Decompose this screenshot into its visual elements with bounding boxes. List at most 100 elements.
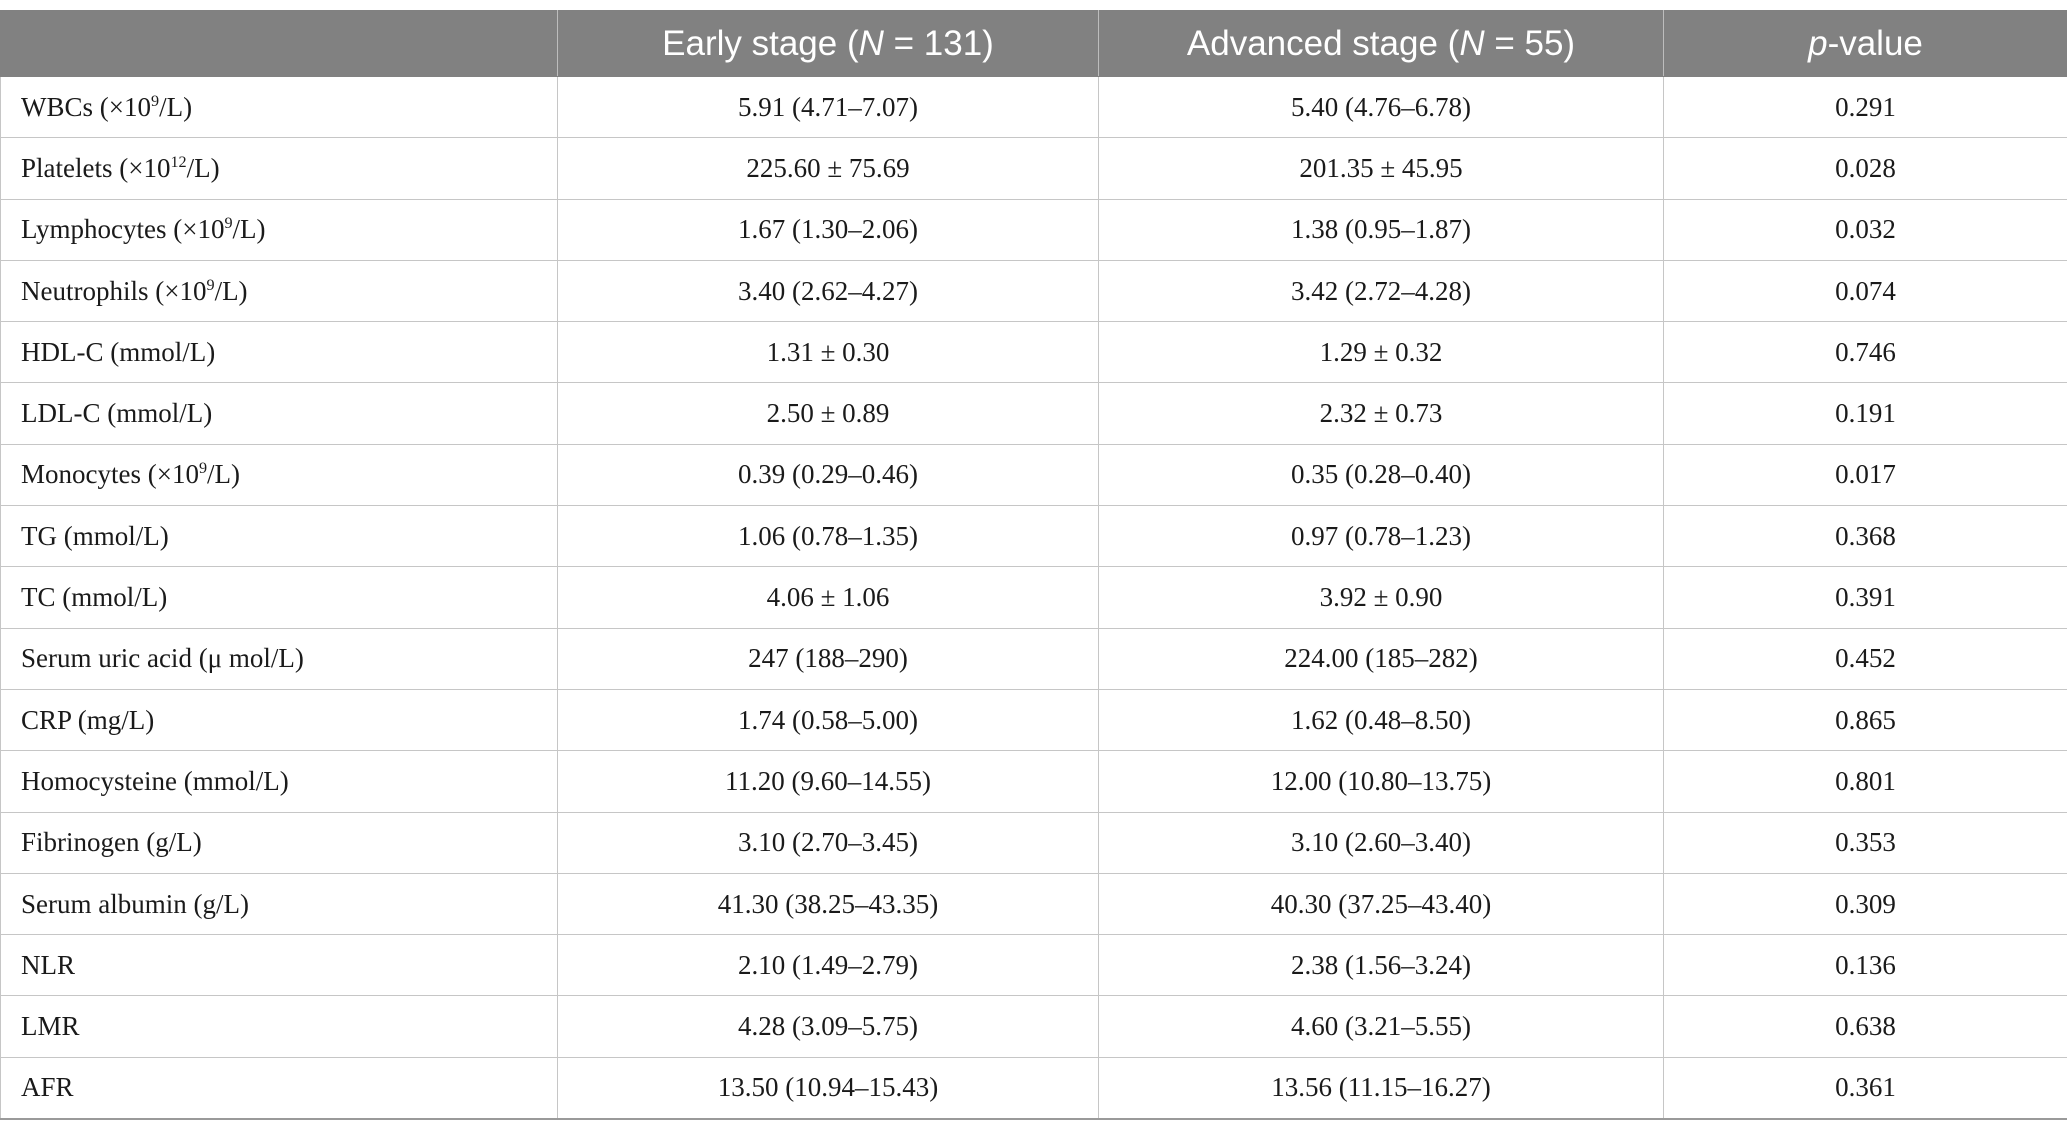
p-value: 0.801 [1663,750,2067,813]
header-row: Early stage (N = 131) Advanced stage (N … [0,10,2067,77]
row-label-text: Monocytes (×10 [21,459,199,490]
early-stage-value: 3.40 (2.62–4.27) [557,259,1099,323]
advanced-stage-value: 1.62 (0.48–8.50) [1098,688,1664,752]
table-header: Early stage (N = 131) Advanced stage (N … [0,10,2067,77]
early-stage-value: 11.20 (9.60–14.55) [557,750,1099,813]
table-row: NLR 2.10 (1.49–2.79) 2.38 (1.56–3.24) 0.136 [0,934,2067,997]
row-label: TC (mmol/L) [0,566,558,629]
early-stage-value: 225.60 ± 75.69 [557,137,1099,200]
row-label-text: Serum uric acid (μ mol/L) [21,643,304,674]
header-p-value: p-value [1663,10,2067,77]
advanced-stage-value: 3.42 (2.72–4.28) [1098,259,1664,323]
table-row: Lymphocytes (×109/L) 1.67 (1.30–2.06) 1.38… [0,198,2067,261]
table-row: TG (mmol/L) 1.06 (0.78–1.35) 0.97 (0.78–1.… [0,505,2067,568]
row-label-unit: /L) [214,275,248,306]
p-value: 0.136 [1663,934,2067,997]
p-value: 0.074 [1663,259,2067,323]
row-label: HDL-C (mmol/L) [0,321,558,384]
early-stage-value: 1.67 (1.30–2.06) [557,198,1099,261]
p-value: 0.353 [1663,811,2067,874]
row-label-unit: /L) [232,214,266,245]
table-row: Platelets (×1012/L) 225.60 ± 75.69 201.35 … [0,137,2067,200]
row-label-text: LMR [21,1011,80,1042]
early-stage-value: 1.74 (0.58–5.00) [557,688,1099,752]
table-row: Homocysteine (mmol/L) 11.20 (9.60–14.55) 1… [0,750,2067,813]
advanced-stage-value: 2.38 (1.56–3.24) [1098,934,1664,997]
row-label: Platelets (×1012/L) [0,137,558,200]
early-stage-value: 1.31 ± 0.30 [557,321,1099,384]
advanced-stage-value: 0.35 (0.28–0.40) [1098,443,1664,507]
row-label-text: NLR [21,949,75,980]
early-stage-value: 1.06 (0.78–1.35) [557,505,1099,568]
early-stage-value: 247 (188–290) [557,627,1099,690]
row-label-text: CRP (mg/L) [21,704,155,735]
advanced-stage-value: 224.00 (185–282) [1098,627,1664,690]
table-body: WBCs (×109/L) 5.91 (4.71–7.07) 5.40 (4.76–… [0,75,2067,1120]
row-label: Fibrinogen (g/L) [0,811,558,874]
p-value: 0.746 [1663,321,2067,384]
advanced-stage-value: 3.10 (2.60–3.40) [1098,811,1664,874]
advanced-stage-value: 201.35 ± 45.95 [1098,137,1664,200]
p-value: 0.032 [1663,198,2067,261]
table-row: Serum uric acid (μ mol/L) 247 (188–290) 22… [0,627,2067,690]
row-label-text: TC (mmol/L) [21,582,168,613]
early-stage-value: 4.06 ± 1.06 [557,566,1099,629]
table-row: AFR 13.50 (10.94–15.43) 13.56 (11.15–16.27… [0,1056,2067,1120]
row-label-unit: /L) [186,152,220,183]
table-row: Serum albumin (g/L) 41.30 (38.25–43.35) 40… [0,872,2067,936]
early-stage-value: 4.28 (3.09–5.75) [557,995,1099,1058]
header-advanced-stage-n: N [1459,23,1485,63]
row-label: CRP (mg/L) [0,688,558,752]
p-value: 0.017 [1663,443,2067,507]
header-early-stage: Early stage (N = 131) [557,10,1099,77]
row-label: TG (mmol/L) [0,505,558,568]
advanced-stage-value: 13.56 (11.15–16.27) [1098,1056,1664,1120]
advanced-stage-value: 5.40 (4.76–6.78) [1098,75,1664,139]
row-label: Serum albumin (g/L) [0,872,558,936]
row-label-text: HDL-C (mmol/L) [21,336,216,367]
table-row: TC (mmol/L) 4.06 ± 1.06 3.92 ± 0.90 0.391 [0,566,2067,629]
row-label: Homocysteine (mmol/L) [0,750,558,813]
header-early-stage-n: N [858,23,884,63]
advanced-stage-value: 4.60 (3.21–5.55) [1098,995,1664,1058]
row-label: LMR [0,995,558,1058]
p-value: 0.291 [1663,75,2067,139]
advanced-stage-value: 2.32 ± 0.73 [1098,382,1664,445]
header-advanced-stage-pre: Advanced stage ( [1186,23,1460,63]
header-early-stage-post: = 131) [883,23,994,63]
advanced-stage-value: 12.00 (10.80–13.75) [1098,750,1664,813]
table-row: Fibrinogen (g/L) 3.10 (2.70–3.45) 3.10 (2.… [0,811,2067,874]
early-stage-value: 41.30 (38.25–43.35) [557,872,1099,936]
p-value: 0.028 [1663,137,2067,200]
header-early-stage-pre: Early stage ( [662,23,859,63]
p-value: 0.309 [1663,872,2067,936]
early-stage-value: 2.50 ± 0.89 [557,382,1099,445]
row-label-exponent: 9 [198,459,208,478]
p-value: 0.368 [1663,505,2067,568]
advanced-stage-value: 1.38 (0.95–1.87) [1098,198,1664,261]
row-label-text: WBCs (×10 [21,91,151,122]
row-label-text: Neutrophils (×10 [21,275,207,306]
table-row: HDL-C (mmol/L) 1.31 ± 0.30 1.29 ± 0.32 0.74… [0,321,2067,384]
early-stage-value: 2.10 (1.49–2.79) [557,934,1099,997]
row-label-text: AFR [21,1072,74,1103]
table-row: WBCs (×109/L) 5.91 (4.71–7.07) 5.40 (4.76–… [0,75,2067,139]
row-label: WBCs (×109/L) [0,75,558,139]
data-table-container: Early stage (N = 131) Advanced stage (N … [0,10,2067,1120]
table-row: LMR 4.28 (3.09–5.75) 4.60 (3.21–5.55) 0.638 [0,995,2067,1058]
table-row: CRP (mg/L) 1.74 (0.58–5.00) 1.62 (0.48–8.5… [0,688,2067,752]
table-row: LDL-C (mmol/L) 2.50 ± 0.89 2.32 ± 0.73 0.19… [0,382,2067,445]
row-label: Lymphocytes (×109/L) [0,198,558,261]
header-advanced-stage: Advanced stage (N = 55) [1098,10,1664,77]
early-stage-value: 5.91 (4.71–7.07) [557,75,1099,139]
early-stage-value: 3.10 (2.70–3.45) [557,811,1099,874]
row-label-unit: /L) [159,91,193,122]
row-label-exponent: 9 [150,91,160,110]
p-value: 0.452 [1663,627,2067,690]
row-label-unit: /L) [207,459,241,490]
row-label: Monocytes (×109/L) [0,443,558,507]
row-label: LDL-C (mmol/L) [0,382,558,445]
header-variable [0,10,558,77]
row-label-exponent: 9 [224,214,233,233]
advanced-stage-value: 0.97 (0.78–1.23) [1098,505,1664,568]
